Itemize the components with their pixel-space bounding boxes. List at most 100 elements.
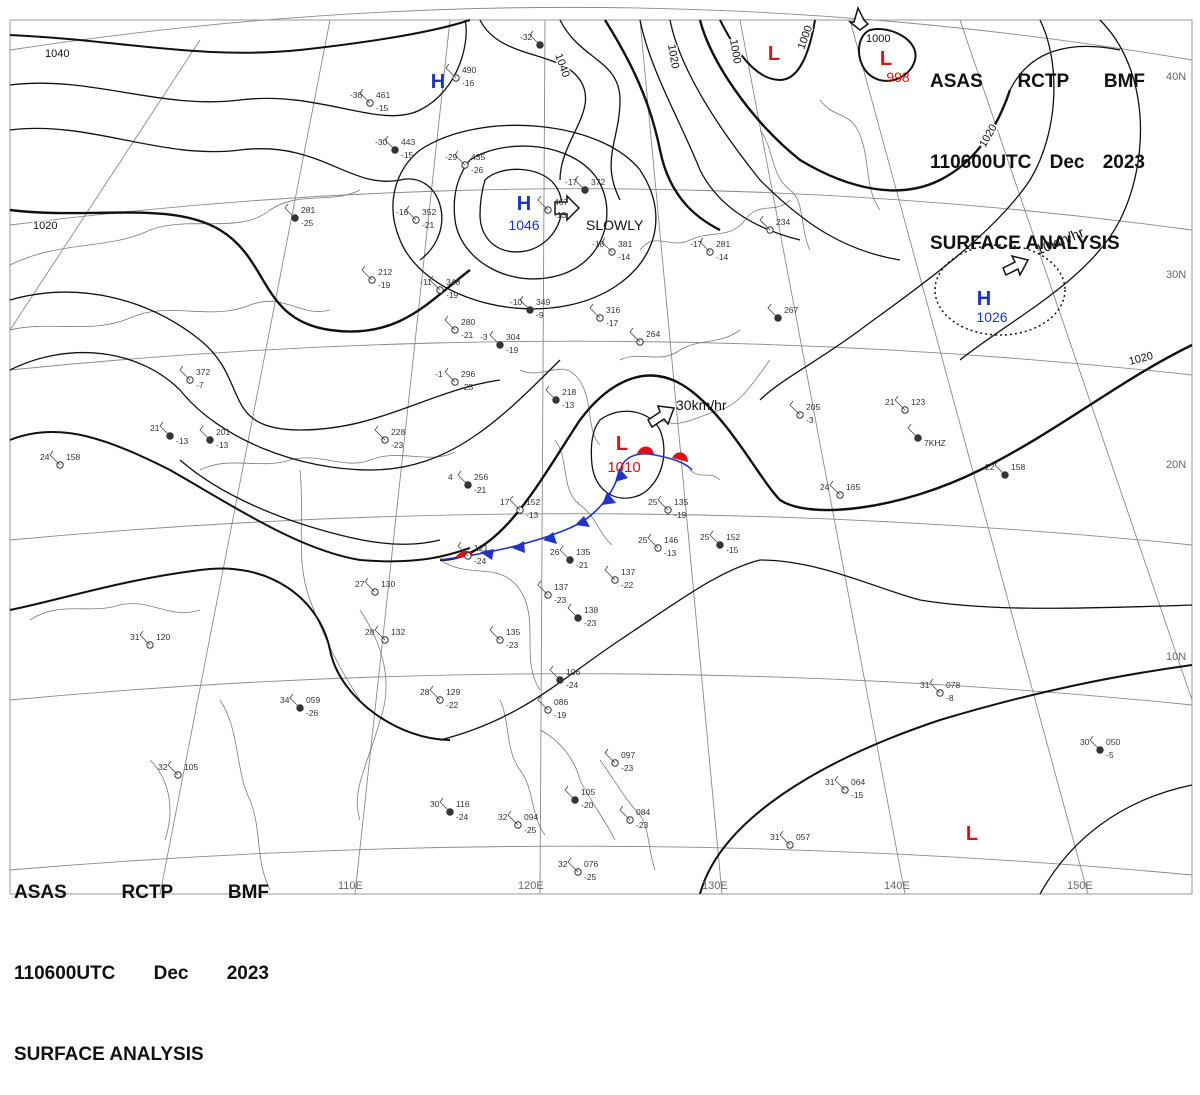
- station-temperature: 30: [1080, 737, 1090, 747]
- station-plot: 30 050 -5: [1080, 735, 1120, 760]
- station-temperature: 31: [825, 777, 835, 787]
- station-plot: 26 135 -21: [550, 545, 590, 570]
- station-pressure: 348: [446, 277, 460, 287]
- wind-barb-icon: [549, 665, 561, 681]
- station-dewpoint: -13: [554, 210, 567, 220]
- motion-arrows: [554, 5, 1030, 429]
- station-temperature: 28: [420, 687, 430, 697]
- station-plot: 24 165: [820, 480, 860, 499]
- station-dewpoint: -13: [562, 400, 575, 410]
- station-dewpoint: -15: [376, 103, 389, 113]
- station-temperature: 31: [920, 680, 930, 690]
- lat-label: 20N: [1166, 459, 1186, 471]
- station-plot: -10 349 -9: [510, 295, 550, 320]
- map-frame: [9, 19, 1193, 895]
- station-pressure: 086: [554, 697, 568, 707]
- station-plot: -16 352 -21: [396, 205, 436, 230]
- wind-barb-icon: [489, 625, 501, 641]
- station-temperature: 32: [158, 762, 168, 772]
- wind-barb-icon: [601, 237, 613, 253]
- header-station: RCTP: [121, 882, 174, 903]
- station-dewpoint: -24: [566, 680, 579, 690]
- wind-barb-icon: [384, 135, 396, 151]
- station-pressure: 443: [401, 137, 415, 147]
- station-plot: -36 461 -15: [350, 88, 390, 113]
- low-pressure-icon: L: [966, 823, 978, 845]
- station-temperature: 31: [770, 832, 780, 842]
- station-dewpoint: -19: [446, 290, 459, 300]
- cold-front-triangle: [480, 549, 494, 560]
- station-plot: 372-7: [179, 365, 210, 390]
- station-dewpoint: -17: [606, 318, 619, 328]
- station-plot: 31 057: [770, 830, 810, 849]
- station-plot: 106-24: [549, 665, 580, 690]
- station-pressure: 158: [66, 452, 80, 462]
- isobar-label: 1020: [1128, 350, 1155, 368]
- high-pressure-icon: H: [431, 71, 445, 93]
- fronts: [439, 446, 693, 561]
- station-plot: -17 281 -14: [690, 237, 730, 262]
- station-temperature: 22: [985, 462, 995, 472]
- wind-barb-icon: [507, 810, 519, 826]
- station-pressure: 158: [1011, 462, 1025, 472]
- wind-barb-icon: [429, 275, 441, 291]
- station-plot: 32 094 -25: [498, 810, 538, 835]
- station-plot: 28 132: [365, 625, 405, 644]
- station-dewpoint: -21: [422, 220, 435, 230]
- station-pressure: 064: [851, 777, 865, 787]
- station-plot: -1 296 -25: [435, 367, 475, 392]
- header-title: SURFACE ANALYSIS: [14, 1044, 204, 1065]
- wind-barb-icon: [179, 365, 191, 381]
- station-pressure: 135: [674, 497, 688, 507]
- wind-barb-icon: [359, 88, 371, 104]
- wind-barb-icon: [767, 303, 779, 319]
- pressure-value: 1046: [508, 217, 539, 233]
- station-temperature: 26: [550, 547, 560, 557]
- station-pressure: 078: [946, 680, 960, 690]
- station-pressure: 296: [461, 369, 475, 379]
- station-plot: 31 078 -8: [920, 678, 960, 703]
- station-plot: -30 443 -15: [375, 135, 415, 160]
- station-temperature: 34: [280, 695, 290, 705]
- station-pressure: 137: [621, 567, 635, 577]
- map-header-bottom: ASAS RCTP BMF 110600UTC Dec 2023 SURFACE…: [14, 825, 269, 1095]
- wind-barb-icon: [779, 830, 791, 846]
- lat-label: 30N: [1166, 269, 1186, 281]
- wind-barb-icon: [709, 530, 721, 546]
- lon-label: 110E: [338, 880, 363, 892]
- station-temperature: 31: [130, 632, 140, 642]
- station-temperature: -3: [480, 332, 488, 342]
- station-temperature: 32: [498, 812, 508, 822]
- station-plot: 228-23: [374, 425, 405, 450]
- graticule-labels: 110E 120E 130E 140E 150E 40N 30N 20N 10N: [338, 71, 1186, 892]
- station-plot: 201-13: [199, 425, 230, 450]
- wind-barb-icon: [374, 425, 386, 441]
- station-pressure: 316: [606, 305, 620, 315]
- isobar-label: 1040: [552, 52, 572, 79]
- station-dewpoint: -23: [621, 763, 634, 773]
- station-pressure: 352: [422, 207, 436, 217]
- wind-barb-icon: [364, 577, 376, 593]
- wind-barb-icon: [439, 797, 451, 813]
- station-plot: 264: [629, 327, 660, 346]
- station-dewpoint: -9: [536, 310, 544, 320]
- wind-barb-icon: [445, 63, 457, 79]
- station-dewpoint: -19: [554, 710, 567, 720]
- station-temperature: -16: [396, 207, 409, 217]
- station-temperature: 30: [430, 799, 440, 809]
- lat-label: 10N: [1166, 651, 1186, 663]
- wind-barb-icon: [289, 693, 301, 709]
- wind-barb-icon: [619, 805, 631, 821]
- station-pressure: 165: [846, 482, 860, 492]
- station-temperature: 24: [820, 482, 830, 492]
- station-pressure: 264: [646, 329, 660, 339]
- station-dewpoint: -22: [621, 580, 634, 590]
- station-dewpoint: -14: [618, 252, 631, 262]
- station-dewpoint: -24: [456, 812, 469, 822]
- station-dewpoint: 7KHZ: [924, 438, 946, 448]
- station-plot: 24 158: [40, 450, 80, 469]
- station-dewpoint: -15: [401, 150, 414, 160]
- station-dewpoint: -21: [576, 560, 589, 570]
- station-temperature: -17: [690, 239, 703, 249]
- station-temperature: -29: [445, 152, 458, 162]
